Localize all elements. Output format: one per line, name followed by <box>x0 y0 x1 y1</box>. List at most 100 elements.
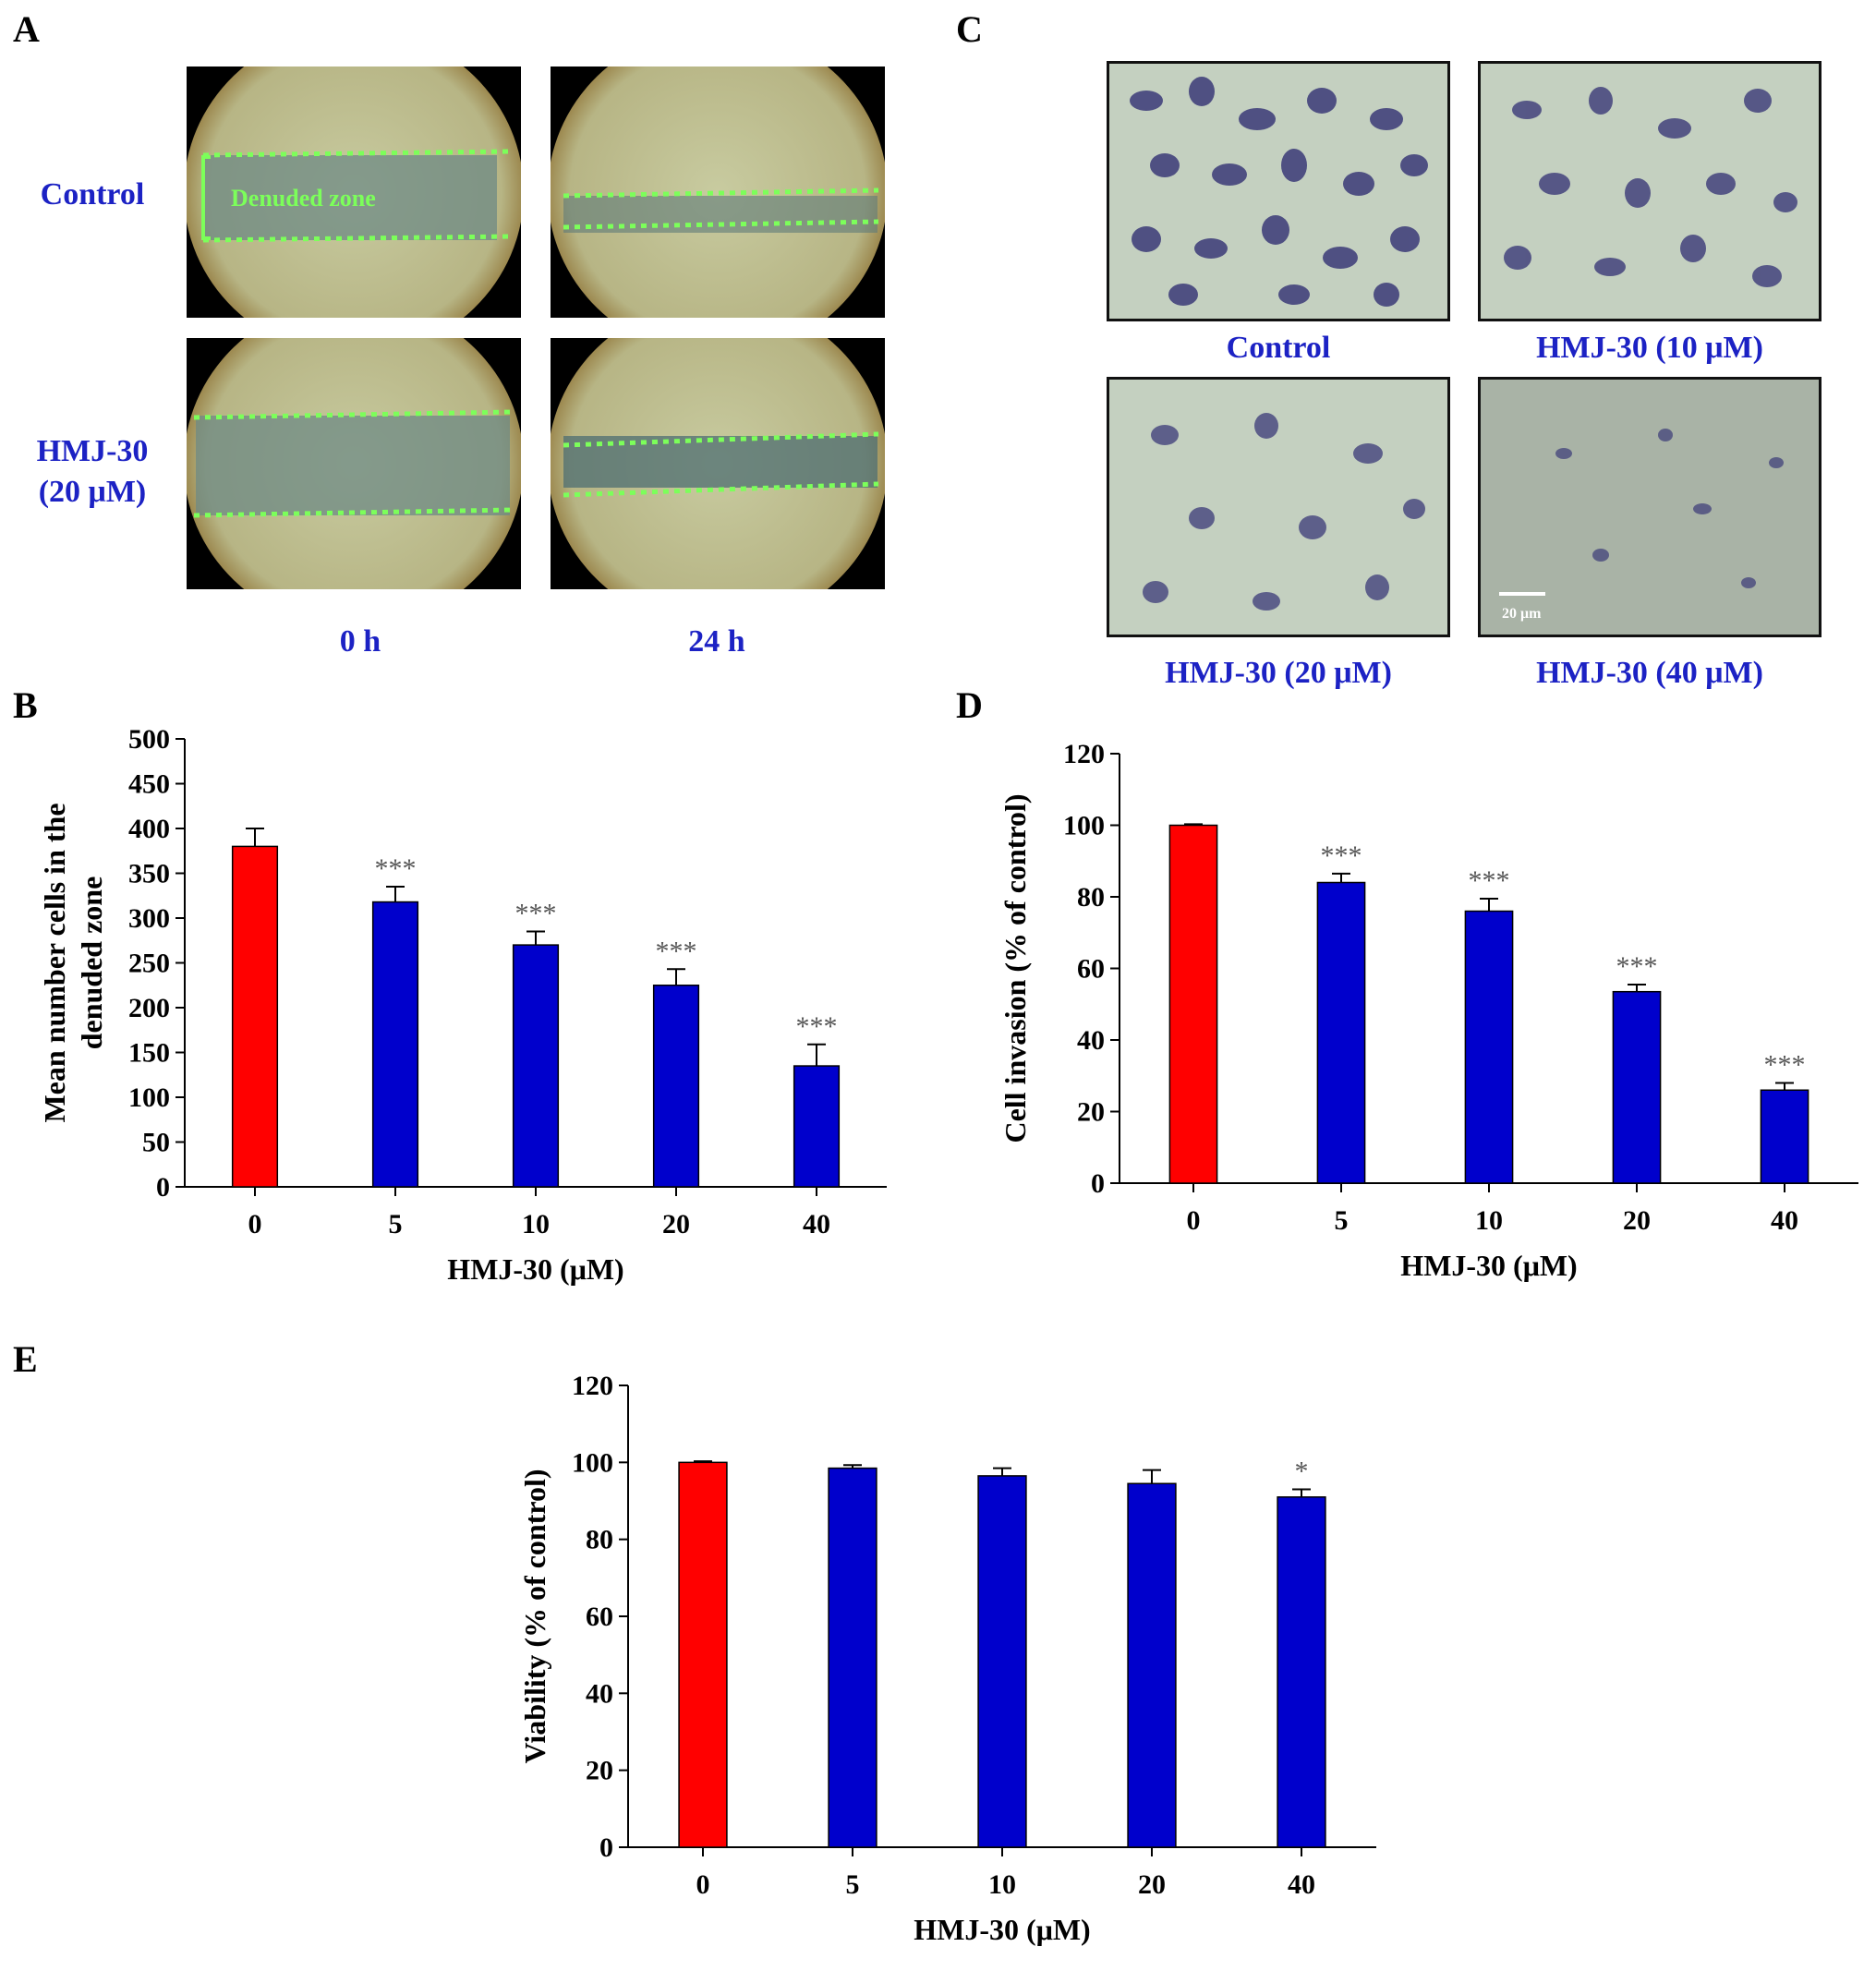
y-tick-label: 400 <box>128 814 170 844</box>
significance-marker: *** <box>1616 951 1658 982</box>
significance-marker: *** <box>375 853 417 884</box>
wound-image-control-0h <box>187 67 521 318</box>
y-axis-label-text: Viability (% of control) <box>518 1469 551 1763</box>
panel-letter-e: E <box>13 1338 38 1380</box>
panel-letter-d: D <box>956 684 983 726</box>
x-tick-label: 10 <box>522 1209 550 1239</box>
bar <box>1277 1496 1326 1848</box>
y-tick-label: 80 <box>1077 882 1105 913</box>
bar <box>1168 824 1218 1184</box>
y-tick-label: 200 <box>128 993 170 1023</box>
y-tick-label: 0 <box>1091 1168 1105 1199</box>
bar <box>231 845 279 1188</box>
row-label-dose: (20 μM) <box>38 475 147 509</box>
chart-b-migration: 0 50 100 150 200 250 300 350 400 450 500 0 *** 5 *** 10… <box>38 724 887 1286</box>
chart-d-invasion: 0 20 40 60 80 100 120 0 *** 5 *** 10 *** 20 *** 40 HMJ-3… <box>999 739 1858 1282</box>
significance-marker: *** <box>1469 865 1510 896</box>
y-tick-label: 0 <box>156 1172 170 1203</box>
bar <box>678 1461 728 1848</box>
y-tick-label: 100 <box>572 1447 613 1478</box>
significance-marker: *** <box>796 1011 838 1042</box>
bar <box>1760 1089 1809 1184</box>
y-tick-label: 60 <box>586 1602 613 1632</box>
y-tick-label: 50 <box>142 1128 170 1158</box>
bar <box>793 1065 841 1188</box>
wound-image-hmj30-0h <box>187 338 521 589</box>
wound-image-control-24h <box>551 67 885 318</box>
y-tick-label: 80 <box>586 1525 613 1555</box>
y-tick-label: 60 <box>1077 954 1105 985</box>
x-axis-label: HMJ-30 (μM) <box>914 1913 1090 1946</box>
wound-image-hmj30-24h <box>551 338 885 589</box>
x-tick-label: 20 <box>662 1209 690 1239</box>
x-tick-label: 0 <box>248 1209 262 1239</box>
x-tick-label: 0 <box>696 1869 710 1900</box>
y-tick-label: 500 <box>128 724 170 755</box>
invasion-label-10um: HMJ-30 (10 μM) <box>1536 331 1763 365</box>
x-tick-label: 20 <box>1138 1869 1166 1900</box>
invasion-image-10um <box>1478 61 1822 321</box>
x-tick-label: 5 <box>846 1869 860 1900</box>
significance-marker: *** <box>515 899 557 929</box>
x-tick-label: 40 <box>1771 1205 1798 1236</box>
x-tick-label: 40 <box>1288 1869 1315 1900</box>
significance-marker: *** <box>656 936 697 966</box>
bar <box>652 985 700 1188</box>
scale-bar-label: 20 μm <box>1502 606 1542 622</box>
y-tick-label: 150 <box>128 1038 170 1069</box>
y-tick-label: 120 <box>572 1371 613 1401</box>
invasion-image-control <box>1107 61 1450 321</box>
panel-letter-c: C <box>956 8 983 50</box>
x-axis-label: HMJ-30 (μM) <box>1400 1249 1577 1282</box>
x-tick-label: 0 <box>1187 1205 1201 1236</box>
y-axis-label-line2: denuded zone <box>75 877 108 1050</box>
col-label-24h: 24 h <box>688 624 745 659</box>
row-label-control: Control <box>40 177 145 212</box>
y-tick-label: 0 <box>599 1832 613 1863</box>
y-tick-label: 120 <box>1063 739 1105 769</box>
y-tick-label: 40 <box>1077 1025 1105 1056</box>
denuded-zone-annotation: Denuded zone <box>231 185 376 212</box>
y-tick-label: 100 <box>128 1082 170 1113</box>
bar <box>1464 910 1514 1184</box>
row-label-hmj30: HMJ-30 <box>36 434 149 468</box>
x-tick-label: 5 <box>389 1209 403 1239</box>
x-tick-label: 10 <box>1475 1205 1503 1236</box>
x-tick-label: 10 <box>988 1869 1016 1900</box>
bar <box>1612 990 1662 1184</box>
invasion-label-20um: HMJ-30 (20 μM) <box>1165 656 1392 690</box>
x-tick-label: 20 <box>1623 1205 1651 1236</box>
invasion-image-20um <box>1107 377 1450 637</box>
bar <box>371 901 419 1188</box>
y-tick-label: 350 <box>128 859 170 889</box>
bar <box>1127 1482 1177 1848</box>
y-axis-label: Mean number cells in the denuded zone <box>38 803 108 1122</box>
bar <box>1316 881 1366 1184</box>
panel-letter-b: B <box>13 684 38 726</box>
y-tick-label: 100 <box>1063 811 1105 841</box>
invasion-label-40um: HMJ-30 (40 μM) <box>1536 656 1763 690</box>
y-axis-label: Cell invasion (% of control) <box>999 793 1032 1143</box>
y-tick-label: 20 <box>1077 1097 1105 1128</box>
bar <box>977 1475 1027 1848</box>
y-tick-label: 20 <box>586 1756 613 1786</box>
x-tick-label: 40 <box>803 1209 830 1239</box>
x-axis-label: HMJ-30 (μM) <box>447 1252 623 1286</box>
y-axis-label-line1: Mean number cells in the <box>38 803 71 1122</box>
bar <box>512 944 560 1188</box>
significance-marker: * <box>1295 1457 1309 1487</box>
y-axis-label: Viability (% of control) <box>518 1469 551 1763</box>
invasion-label-control: Control <box>1226 331 1331 365</box>
y-tick-label: 40 <box>586 1678 613 1709</box>
bar <box>828 1467 877 1848</box>
col-label-0h: 0 h <box>339 624 381 659</box>
y-axis-label-text: Cell invasion (% of control) <box>999 793 1032 1143</box>
x-tick-label: 5 <box>1335 1205 1349 1236</box>
panel-letter-a: A <box>13 8 40 50</box>
chart-e-viability: 0 20 40 60 80 100 120 0 5 10 20 * 40 HMJ-30 (μM) Viabi… <box>518 1371 1376 1946</box>
invasion-image-40um <box>1478 377 1822 637</box>
significance-marker: *** <box>1764 1050 1806 1081</box>
y-tick-label: 250 <box>128 949 170 979</box>
y-tick-label: 300 <box>128 903 170 934</box>
significance-marker: *** <box>1321 840 1362 871</box>
